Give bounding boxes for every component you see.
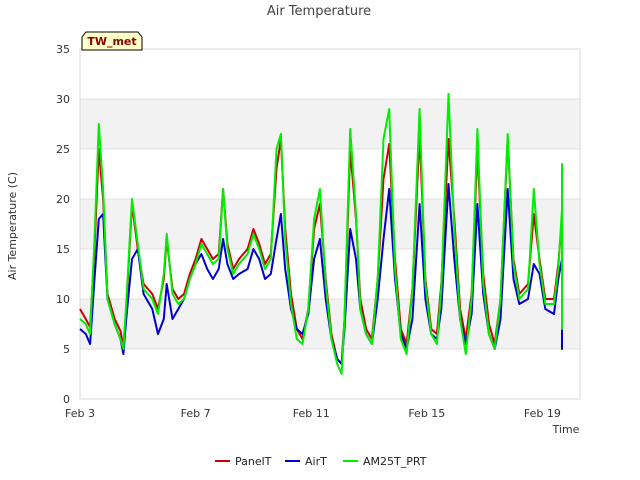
x-tick-label: Feb 7 bbox=[181, 407, 211, 420]
y-tick-label: 35 bbox=[56, 43, 70, 56]
y-tick-label: 15 bbox=[56, 243, 70, 256]
series-line-airt bbox=[79, 183, 563, 365]
legend-label: AM25T_PRT bbox=[363, 455, 427, 468]
x-tick-label: Feb 19 bbox=[524, 407, 561, 420]
badge-shape bbox=[81, 31, 143, 51]
background-band bbox=[80, 99, 580, 149]
y-tick-labels: 0 5 10 15 20 25 30 35 bbox=[56, 43, 70, 406]
background-band bbox=[80, 199, 580, 249]
y-tick-label: 30 bbox=[56, 93, 70, 106]
legend-item: AM25T_PRT bbox=[343, 455, 427, 468]
x-axis-label: Time bbox=[552, 423, 580, 436]
series-line-am25t-prt bbox=[79, 93, 563, 375]
badge-label: TW_met bbox=[87, 35, 136, 48]
legend: PanelT AirT AM25T_PRT bbox=[215, 455, 427, 468]
y-tick-label: 5 bbox=[63, 343, 70, 356]
station-badge: TW_met bbox=[81, 31, 143, 51]
legend-label: PanelT bbox=[235, 455, 272, 468]
y-tick-label: 20 bbox=[56, 193, 70, 206]
x-tick-label: Feb 11 bbox=[293, 407, 330, 420]
y-tick-label: 25 bbox=[56, 143, 70, 156]
legend-item: AirT bbox=[285, 455, 327, 468]
legend-item: PanelT bbox=[215, 455, 272, 468]
y-axis-label: Air Temperature (C) bbox=[6, 172, 19, 280]
x-tick-label: Feb 3 bbox=[65, 407, 95, 420]
legend-label: AirT bbox=[305, 455, 327, 468]
chart-title: Air Temperature bbox=[267, 4, 371, 19]
x-tick-label: Feb 15 bbox=[408, 407, 445, 420]
x-tick-labels: Feb 3 Feb 7 Feb 11 Feb 15 Feb 19 bbox=[65, 407, 561, 420]
y-tick-label: 0 bbox=[63, 393, 70, 406]
y-tick-label: 10 bbox=[56, 293, 70, 306]
background-bands bbox=[80, 99, 580, 349]
plot-frame bbox=[79, 48, 581, 400]
series-layer bbox=[79, 93, 563, 375]
